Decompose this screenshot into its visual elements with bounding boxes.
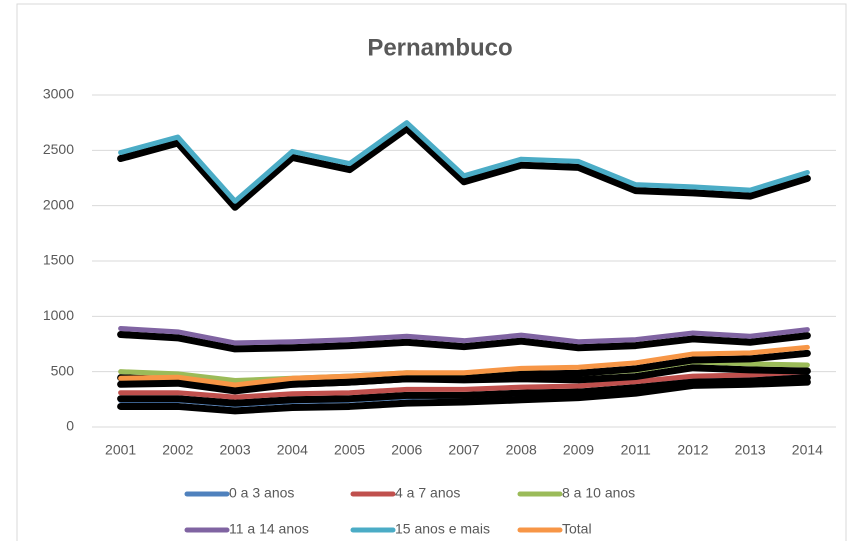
chart-border <box>16 3 847 541</box>
line-shadow <box>117 374 811 407</box>
legend-label: 8 a 10 anos <box>562 485 635 501</box>
y-tick-label: 1500 <box>43 252 74 268</box>
x-tick-label: 2002 <box>162 442 193 458</box>
chart-title: Pernambuco <box>367 34 512 61</box>
y-tick-label: 1000 <box>43 307 74 323</box>
legend-label: 0 a 3 anos <box>229 485 294 501</box>
x-tick-label: 2014 <box>792 442 823 458</box>
y-tick-label: 500 <box>51 362 75 378</box>
series-line <box>118 326 810 346</box>
series-line <box>118 369 810 400</box>
x-tick-label: 2007 <box>448 442 479 458</box>
x-tick-label: 2004 <box>277 442 308 458</box>
x-tick-label: 2005 <box>334 442 365 458</box>
line-shadow <box>117 331 811 353</box>
line-shadow <box>117 125 811 211</box>
x-tick-label: 2003 <box>219 442 250 458</box>
legend-label: Total <box>562 521 592 537</box>
x-tick-label: 2006 <box>391 442 422 458</box>
x-tick-label: 2012 <box>677 442 708 458</box>
y-tick-label: 0 <box>66 418 74 434</box>
y-tick-label: 2500 <box>43 141 74 157</box>
line-shadow <box>117 349 811 395</box>
x-tick-label: 2001 <box>105 442 136 458</box>
series-line <box>118 344 810 388</box>
series-line <box>118 120 810 204</box>
x-tick-label: 2009 <box>563 442 594 458</box>
x-tick-label: 2008 <box>506 442 537 458</box>
legend-label: 15 anos e mais <box>395 521 490 537</box>
legend-label: 4 a 7 anos <box>395 485 460 501</box>
y-tick-label: 3000 <box>43 86 74 102</box>
x-tick-label: 2013 <box>735 442 766 458</box>
x-tick-label: 2011 <box>621 442 651 458</box>
legend-label: 11 a 14 anos <box>229 521 309 537</box>
y-tick-label: 2000 <box>43 196 74 212</box>
